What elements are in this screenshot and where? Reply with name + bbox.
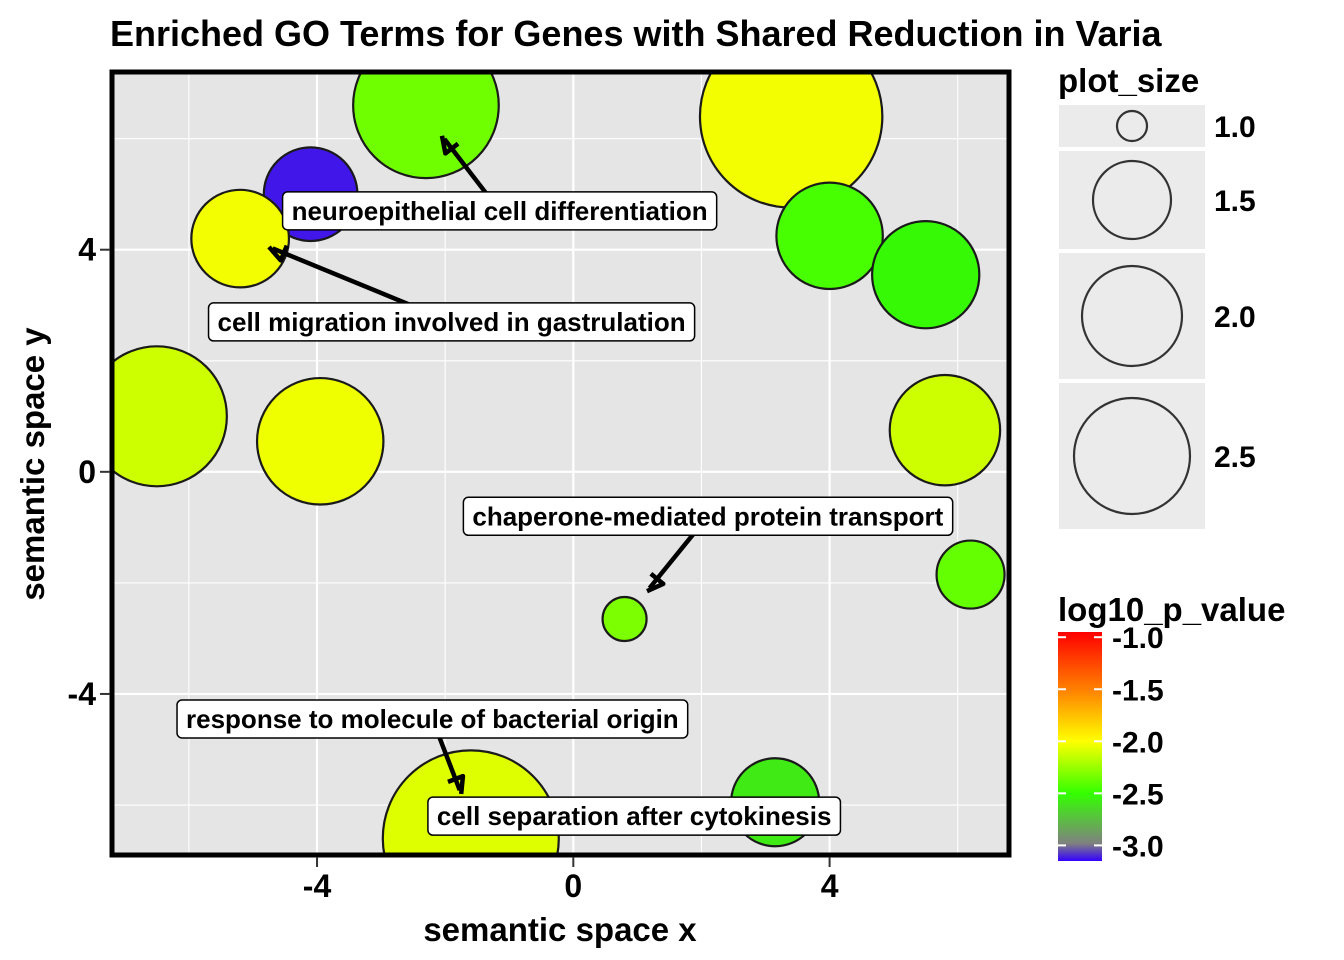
data-point [352, 72, 500, 180]
y-axis-ticks: 4 0 -4 [68, 232, 110, 712]
color-legend: -1.0 -1.5 -2.0 -2.5 -3.0 [1058, 622, 1164, 863]
arrow-head [267, 244, 289, 263]
size-legend-key [1057, 381, 1207, 531]
size-legend-circle [1072, 396, 1192, 516]
size-legend-label: 2.5 [1214, 441, 1256, 474]
data-point [381, 749, 560, 855]
size-legend-key [1057, 251, 1207, 381]
x-axis-ticks: -4 0 4 [303, 857, 839, 904]
term-label-box: response to molecule of bacterial origin [176, 699, 689, 739]
term-label-bg [176, 699, 689, 739]
term-labels: neuroepithelial cell differentiation cell… [176, 191, 954, 836]
term-label-box: cell separation after cytokinesis [427, 796, 842, 836]
y-tick-label: 0 [78, 454, 96, 490]
x-tick-label: 0 [564, 868, 582, 904]
size-legend-circle [1080, 264, 1184, 368]
color-legend-label: -3.0 [1112, 830, 1164, 863]
color-legend-label: -2.5 [1112, 778, 1164, 811]
size-legend: 1.0 1.5 2.0 2.5 [1057, 103, 1256, 531]
term-label-bg [281, 191, 718, 231]
size-legend-label: 2.0 [1214, 301, 1256, 334]
data-point [935, 539, 1006, 610]
term-label-bg [427, 796, 842, 836]
color-legend-label: -1.5 [1112, 674, 1164, 707]
term-label-box: neuroepithelial cell differentiation [281, 191, 718, 231]
term-label-text: response to molecule of bacterial origin [186, 704, 679, 734]
data-point [112, 345, 228, 488]
color-legend-label: -2.0 [1112, 726, 1164, 759]
term-label-box: cell migration involved in gastrulation [207, 302, 696, 342]
size-legend-title: plot_size [1058, 62, 1199, 99]
arrow-head [439, 135, 460, 156]
data-point [255, 376, 385, 506]
y-tick-label: -4 [68, 676, 97, 712]
size-legend-label: 1.0 [1214, 111, 1256, 144]
term-label-box: chaperone-mediated protein transport [462, 496, 954, 537]
arrow-head [646, 572, 666, 594]
size-legend-key [1057, 149, 1207, 251]
size-legend-circle [1091, 159, 1173, 241]
term-label-text: chaperone-mediated protein transport [472, 501, 943, 531]
color-legend-bar [1058, 632, 1102, 861]
size-legend-circle [1115, 109, 1149, 143]
x-axis-title: semantic space x [423, 911, 697, 948]
data-point [888, 373, 1002, 487]
data-point [775, 181, 884, 291]
color-legend-label: -1.0 [1112, 622, 1164, 655]
x-tick-label: 4 [821, 868, 839, 904]
term-label-bg [462, 496, 954, 537]
size-legend-label: 1.5 [1214, 185, 1256, 218]
chart-title: Enriched GO Terms for Genes with Shared … [110, 13, 1163, 54]
arrow-shaft [436, 734, 462, 791]
term-label-bg [207, 302, 696, 342]
term-label-text: neuroepithelial cell differentiation [292, 196, 708, 226]
data-point [190, 188, 291, 289]
arrow-head [447, 773, 466, 795]
x-tick-label: -4 [303, 868, 332, 904]
term-label-text: cell separation after cytokinesis [437, 801, 832, 831]
color-legend-title: log10_p_value [1058, 591, 1285, 628]
plot-border [109, 69, 1012, 858]
data-point [871, 219, 981, 330]
y-tick-label: 4 [78, 232, 96, 268]
y-axis-title: semantic space y [14, 327, 51, 601]
data-point [601, 595, 648, 643]
term-label-text: cell migration involved in gastrulation [218, 307, 686, 337]
